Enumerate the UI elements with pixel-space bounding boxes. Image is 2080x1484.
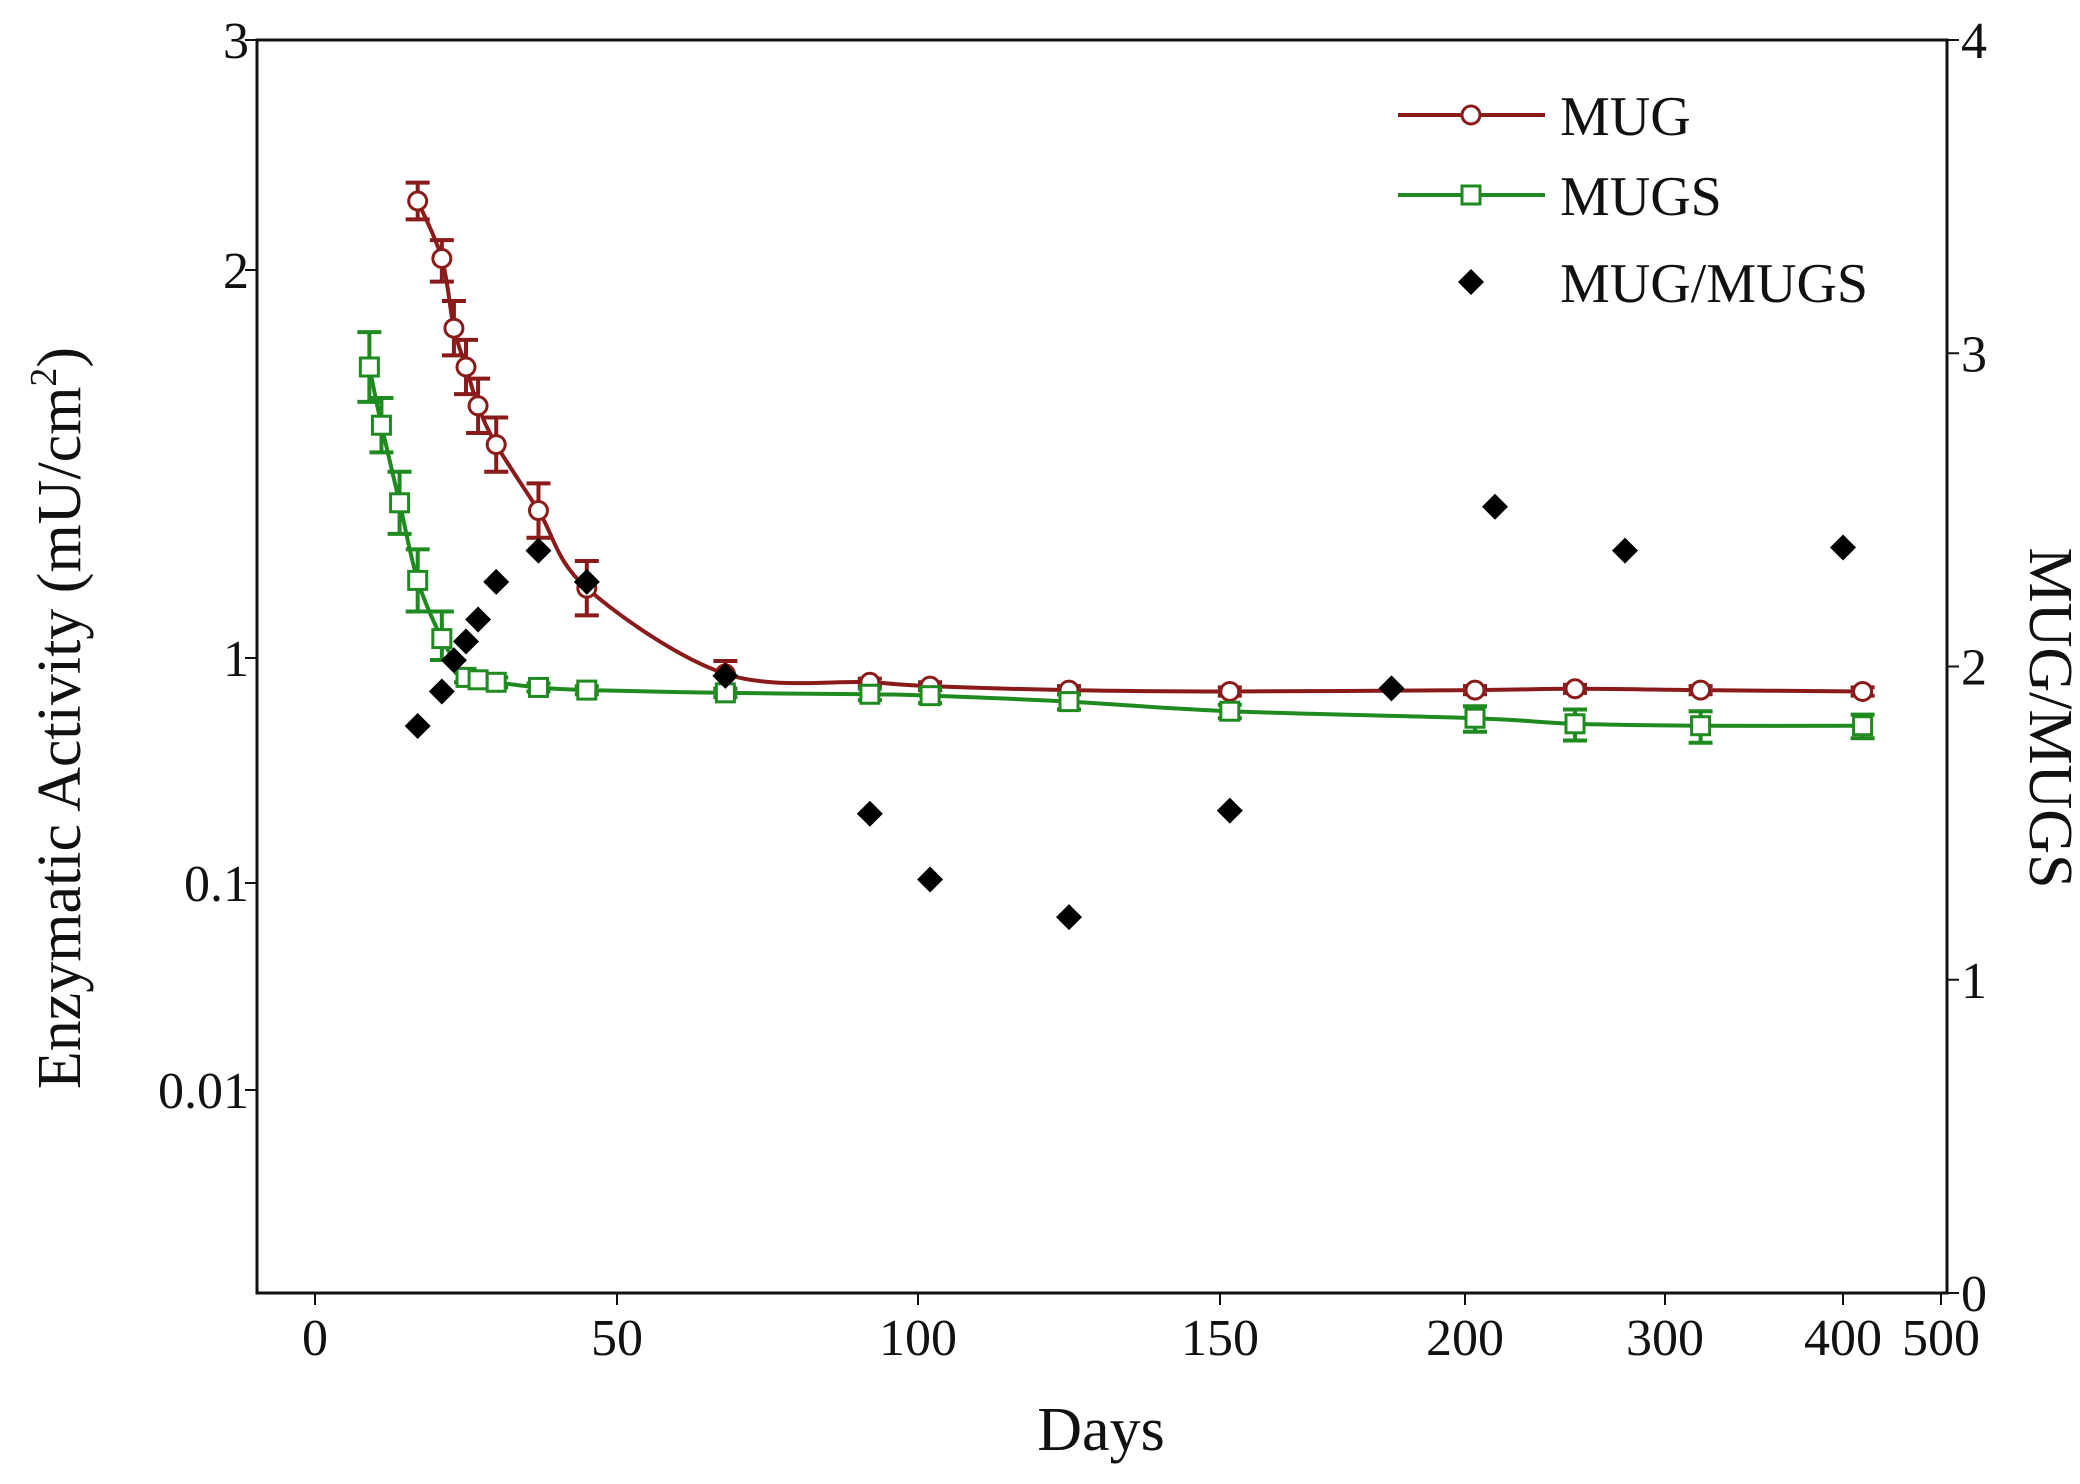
legend-mug-mugs-marker — [1458, 269, 1484, 295]
mugs-point — [1564, 713, 1586, 735]
ratio-point — [1482, 493, 1508, 520]
mugs-point — [527, 676, 549, 698]
mugs-point — [370, 414, 392, 436]
mug-point — [467, 395, 489, 417]
y-axis-left-title: Enzymatic Activity (mU/cm2) — [23, 347, 94, 1089]
mugs-point — [1690, 715, 1712, 737]
legend-mugs-label: MUGS — [1560, 166, 1722, 228]
ratio-point — [917, 866, 944, 893]
mugs-point — [576, 679, 598, 701]
y-left-title-end: ) — [26, 347, 94, 368]
ratio-point — [1378, 675, 1405, 702]
y-right-tick-label: 4 — [1961, 13, 1987, 70]
mug-point — [485, 434, 507, 456]
mugs-point — [431, 628, 453, 650]
mugs-point — [1058, 691, 1080, 713]
x-tick-label: 400 — [1804, 1310, 1882, 1367]
legend-mugs-marker — [1460, 184, 1482, 206]
y-left-tick-label: 2 — [223, 243, 249, 300]
ratio-point — [712, 662, 739, 689]
y-axis-right-title: MUG/MUGS — [2016, 547, 2080, 888]
x-tick-label: 150 — [1181, 1310, 1259, 1367]
ratio-point — [465, 606, 492, 633]
y-left-tick-label: 0.1 — [184, 856, 249, 913]
legend-mug-marker — [1460, 104, 1482, 126]
x-tick-label: 50 — [591, 1310, 643, 1367]
ratio-point — [1216, 797, 1243, 824]
x-tick-label: 200 — [1426, 1310, 1504, 1367]
mug-point — [527, 500, 549, 522]
x-axis-title: Days — [1037, 1396, 1164, 1464]
mug-point — [1690, 679, 1712, 701]
mug-point — [455, 356, 477, 378]
y-right-tick-label: 0 — [1961, 1266, 1987, 1323]
ratio-point — [856, 800, 883, 827]
mug-point — [431, 248, 453, 269]
mugs-point — [389, 492, 411, 514]
legend: MUG MUGS MUG/MUGS — [1398, 86, 1868, 315]
mug-point — [407, 190, 429, 212]
ratio-point — [573, 568, 600, 595]
y-right-tick-label: 3 — [1961, 326, 1987, 383]
mugs-point — [407, 569, 429, 591]
ratio-point — [1612, 537, 1638, 564]
mugs-line — [367, 366, 1863, 728]
mugs-point — [919, 685, 941, 707]
mugs-point — [467, 669, 489, 691]
mug-point — [1464, 679, 1486, 701]
mugs-point — [859, 683, 881, 705]
x-tick-label: 100 — [879, 1310, 957, 1367]
y-left-tick-label: 3 — [223, 13, 249, 70]
y-left-tick-label: 0.01 — [158, 1063, 249, 1120]
legend-mug-mugs-label: MUG/MUGS — [1560, 253, 1868, 315]
mug-point — [1564, 678, 1586, 700]
x-tick-label: 0 — [302, 1310, 328, 1367]
ratio-point — [1830, 534, 1856, 561]
y-left-tick-label: 1 — [223, 631, 249, 688]
mugs-point — [1219, 700, 1241, 722]
mugs-point — [1464, 707, 1486, 729]
ratio-point — [453, 628, 479, 655]
ratio-point — [404, 713, 431, 740]
y-left-title-main: Enzymatic Activity (mU/cm — [26, 387, 94, 1090]
mugs-point — [485, 671, 507, 693]
mugs-point — [1852, 715, 1874, 737]
x-tick-label: 300 — [1626, 1310, 1704, 1367]
ratio-point — [483, 568, 510, 595]
mugs-point — [358, 356, 380, 378]
mug-point — [1852, 680, 1874, 702]
y-left-title-sup: 2 — [23, 368, 65, 387]
ratio-point — [525, 537, 552, 564]
ratio-point — [428, 678, 455, 705]
legend-mug-label: MUG — [1560, 86, 1691, 148]
x-tick-label: 500 — [1902, 1310, 1980, 1367]
mug-point — [443, 317, 465, 339]
ratio-point — [440, 647, 467, 674]
ratio-point — [1056, 904, 1082, 931]
mug-point — [1219, 680, 1241, 702]
y-right-tick-label: 2 — [1961, 640, 1987, 697]
y-right-tick-label: 1 — [1961, 953, 1987, 1010]
